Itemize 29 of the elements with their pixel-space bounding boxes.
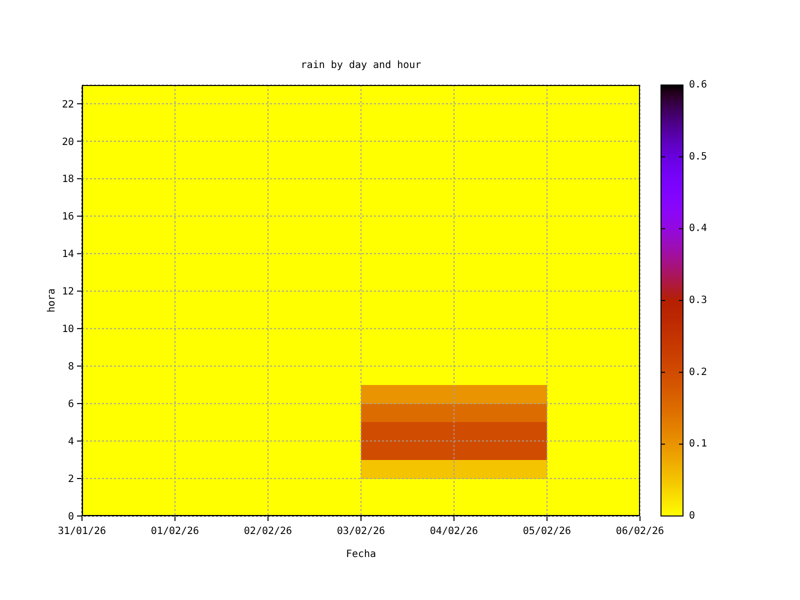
y-tick-label: 0 (68, 512, 74, 523)
color-bar-label: 0.4 (689, 223, 708, 234)
y-tick-label: 18 (62, 174, 74, 186)
x-tick-label: 31/01/26 (58, 526, 106, 538)
color-bar-label: 0.1 (689, 438, 708, 450)
y-tick-label: 4 (68, 436, 74, 448)
x-axis-title: Fecha (346, 549, 376, 560)
color-bar-label: 0.3 (689, 295, 708, 306)
x-tick-label: 02/02/26 (244, 526, 292, 538)
y-tick-label: 20 (62, 136, 74, 148)
y-tick-label: 8 (68, 362, 74, 373)
y-tick-label: 2 (68, 474, 74, 486)
y-tick-label: 16 (62, 212, 74, 223)
x-tick-label: 04/02/26 (430, 526, 478, 538)
color-bar-label: 0.6 (689, 80, 708, 90)
y-tick-label: 22 (62, 99, 74, 110)
x-tick-label: 01/02/26 (150, 526, 200, 538)
y-axis-title: hora (46, 288, 58, 313)
y-tick-label: 12 (62, 286, 74, 298)
x-tick-label: 03/02/26 (336, 526, 386, 538)
y-tick-label: 10 (62, 324, 74, 336)
chart-title: rain by day and hour (300, 60, 422, 71)
color-bar-label: 0.5 (689, 151, 708, 162)
color-bar-label: 0.2 (689, 366, 708, 378)
y-tick-label: 6 (68, 399, 74, 410)
y-tick-label: 14 (62, 249, 74, 260)
x-tick-label: 05/02/26 (522, 526, 572, 538)
x-tick-label: 06/02/26 (616, 526, 664, 538)
color-bar-label: 0 (689, 510, 696, 522)
